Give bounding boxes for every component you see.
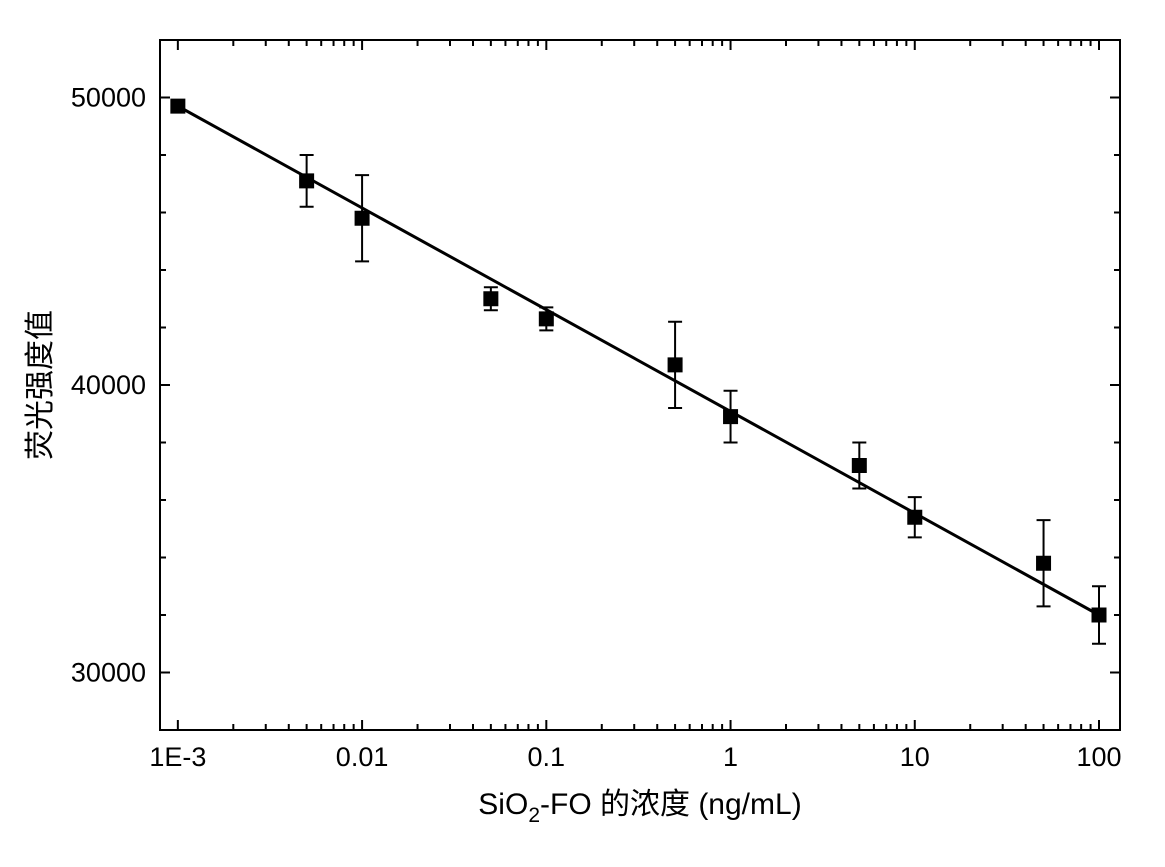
y-axis-label: 荧光强度值 [24,310,57,460]
data-marker [852,459,866,473]
chart-container: 1E-30.010.1110100300004000050000SiO2-FO … [0,0,1165,867]
data-marker [539,312,553,326]
data-marker [908,510,922,524]
data-marker [724,410,738,424]
data-marker [484,292,498,306]
y-tick-label: 50000 [71,83,146,113]
y-tick-label: 40000 [71,370,146,400]
x-tick-label: 0.1 [528,742,566,772]
y-tick-label: 30000 [71,658,146,688]
data-marker [171,99,185,113]
x-tick-label: 100 [1076,742,1121,772]
chart-svg: 1E-30.010.1110100300004000050000SiO2-FO … [0,0,1165,867]
plot-background [0,0,1165,867]
data-marker [1037,556,1051,570]
data-marker [668,358,682,372]
x-tick-label: 1 [723,742,738,772]
data-marker [300,174,314,188]
x-tick-label: 1E-3 [149,742,206,772]
x-tick-label: 10 [900,742,930,772]
data-marker [355,211,369,225]
data-marker [1092,608,1106,622]
x-tick-label: 0.01 [336,742,389,772]
